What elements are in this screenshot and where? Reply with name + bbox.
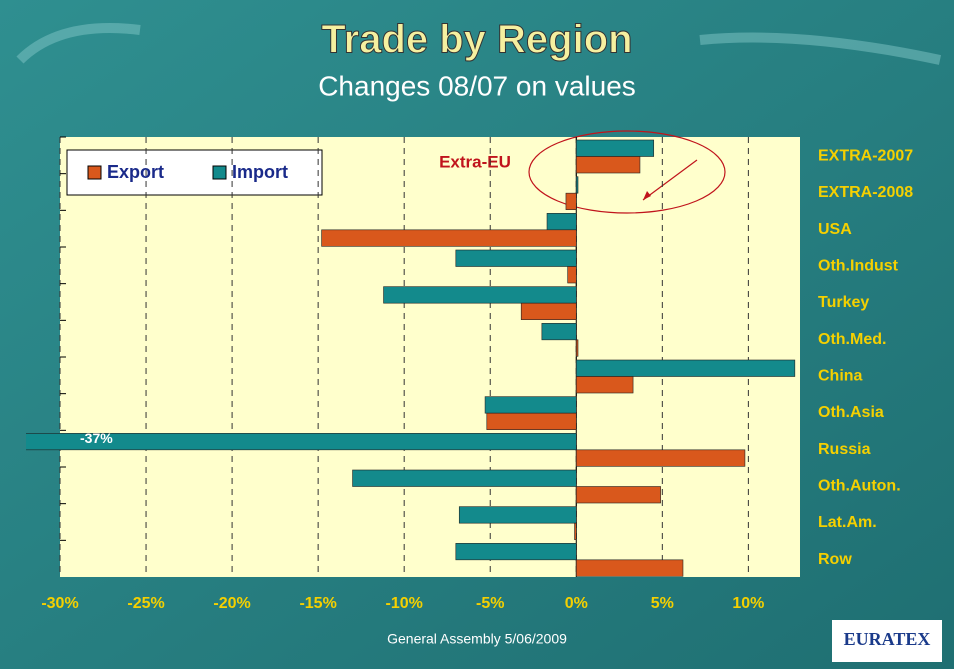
bar: [546, 213, 577, 231]
x-tick-label: -20%: [213, 595, 250, 612]
arrow-head: [643, 191, 651, 200]
y-tick-label: EXTRA-2008: [818, 184, 913, 201]
y-tick-label: USA: [818, 221, 852, 238]
bar: [575, 559, 684, 577]
bar: [575, 449, 746, 467]
title: Trade by Region: [321, 18, 632, 62]
bar: [575, 359, 796, 377]
decoration: [699, 32, 942, 65]
bar: [352, 469, 577, 487]
bar: [455, 543, 577, 561]
bar: [541, 323, 577, 341]
logo-box: [832, 620, 942, 662]
y-tick-label: Row: [818, 551, 852, 568]
legend-label: Import: [232, 162, 288, 182]
y-tick-label: Russia: [818, 441, 871, 458]
bar: [575, 376, 634, 394]
y-tick-label: Oth.Auton.: [818, 478, 901, 495]
legend-swatch: [87, 165, 102, 180]
legend: [66, 149, 323, 196]
legend-swatch: [212, 165, 227, 180]
y-tick-label: Turkey: [818, 294, 869, 311]
bar: [26, 433, 577, 451]
bar: [575, 139, 655, 157]
bar: [574, 522, 577, 540]
x-tick-label: -30%: [41, 595, 78, 612]
bar: [486, 412, 577, 430]
bar: [484, 396, 577, 414]
bar: [575, 156, 641, 174]
y-tick-label: China: [818, 368, 863, 385]
x-tick-label: -15%: [299, 595, 336, 612]
bar: [575, 486, 661, 504]
data-label: -37%: [80, 430, 113, 446]
bar: [321, 229, 577, 247]
bars: [26, 139, 796, 577]
decoration: [16, 23, 141, 64]
annotation-arrow: [642, 159, 698, 201]
y-tick-label: EXTRA-2007: [818, 148, 913, 165]
y-tick-label: Lat.Am.: [818, 514, 877, 531]
footer: General Assembly 5/06/2009: [387, 631, 567, 647]
x-tick-label: 0%: [565, 595, 588, 612]
annotation-ellipse: [528, 130, 726, 214]
subtitle: Changes 08/07 on values: [318, 70, 636, 101]
x-tick-label: -5%: [476, 595, 504, 612]
x-tick-label: -25%: [127, 595, 164, 612]
y-tick-label: Oth.Med.: [818, 331, 886, 348]
x-tick-label: 10%: [732, 595, 764, 612]
logo: EURATEX: [844, 629, 931, 649]
annotation: Extra-EU: [439, 152, 511, 171]
y-tick-label: Oth.Asia: [818, 404, 884, 421]
plot-area: [60, 137, 800, 577]
x-tick-label: -10%: [386, 595, 423, 612]
bar: [565, 192, 577, 210]
bar: [575, 176, 579, 194]
bar: [455, 249, 577, 267]
bar: [520, 302, 577, 320]
bar: [383, 286, 577, 304]
legend-label: Export: [107, 162, 164, 182]
y-tick-label: Oth.Indust: [818, 258, 899, 275]
x-tick-label: 5%: [651, 595, 674, 612]
bar: [575, 339, 579, 357]
bar: [567, 266, 577, 284]
bar: [458, 506, 577, 524]
